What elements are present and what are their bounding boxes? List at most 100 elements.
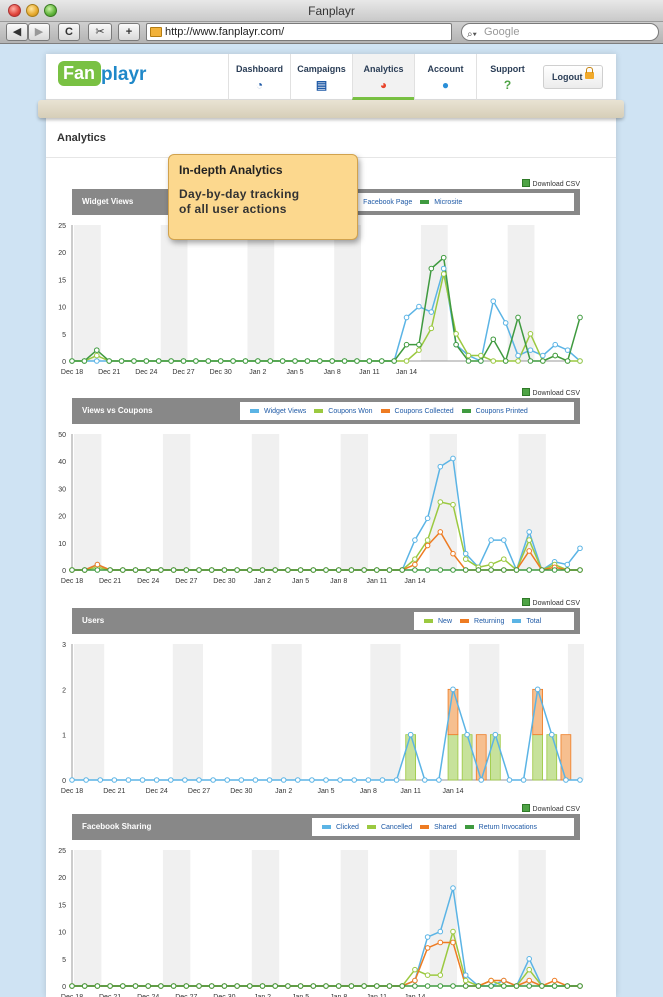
legend-item[interactable]: Return Invocations [464,824,537,831]
data-point [412,537,418,543]
legend-item[interactable]: Cancelled [366,824,412,831]
data-point [462,977,469,984]
legend-item[interactable]: Coupons Collected [380,408,454,415]
data-point [534,686,541,693]
close-window-icon[interactable] [8,4,21,17]
data-point [428,265,435,272]
data-point [539,983,545,989]
series-line [72,457,581,573]
data-point [297,983,304,989]
data-point [440,265,447,272]
legend-item[interactable]: Clicked [322,824,359,831]
reload-button[interactable]: C [58,23,80,41]
back-button[interactable]: ◀ [6,23,28,41]
data-point [208,983,215,989]
data-point [527,331,534,337]
data-point [453,341,459,348]
data-point [437,939,444,946]
weekend-band [74,644,105,780]
legend-swatch [512,619,522,623]
data-point [158,567,164,573]
x-tick-label: Dec 18 [61,369,83,376]
nav-account[interactable]: Account ● [414,54,476,100]
legend-item[interactable]: Coupons Won [314,408,373,415]
nav-dashboard[interactable]: Dashboard ◔ [228,54,290,100]
series-line [72,273,580,362]
data-point [366,358,373,364]
data-point [391,358,397,364]
data-point [143,358,150,364]
minimize-window-icon[interactable] [26,4,39,17]
x-tick-label: Dec 18 [61,578,83,585]
spreadsheet-icon [521,388,530,396]
download-csv-link[interactable]: Download CSV [521,179,580,188]
fanplayr-logo[interactable]: Fan playr [58,61,146,90]
data-point [526,956,533,962]
address-bar[interactable]: http://www.fanplayr.com/ [146,23,452,41]
data-point [365,777,372,783]
nav-campaigns[interactable]: Campaigns ▤ [290,54,352,100]
data-point [564,347,571,353]
nav-support[interactable]: Support? [476,54,538,100]
y-tick-label: 0 [62,359,66,366]
download-csv-link[interactable]: Download CSV [521,388,580,397]
data-point [450,501,456,508]
data-point [93,358,100,364]
weekend-band [247,225,275,361]
data-point [279,358,286,364]
download-csv-link[interactable]: Download CSV [521,598,580,607]
data-point [551,567,558,573]
data-point [424,537,431,543]
legend-item[interactable]: New [424,618,452,625]
weekend-band [162,850,191,986]
chart-plot: 0 5 10 15 20 25 Dec 18 Dec 21 Dec 24 Dec 27 Dec 30… [58,848,583,997]
download-csv-link[interactable]: Download CSV [521,804,580,813]
data-point [412,966,418,973]
data-point [234,983,240,989]
add-bookmark-button[interactable]: + [118,23,140,41]
data-point [69,983,75,989]
x-tick-label: Jan 14 [404,994,425,997]
x-tick-label: Jan 5 [286,369,303,376]
data-point [412,977,418,984]
logout-button[interactable]: Logout [543,65,603,89]
chart-facebook-sharing: Download CSV Facebook Sharing Clicked Cance… [46,804,616,997]
weekend-band [518,850,546,986]
legend-item[interactable]: Returning [460,618,504,625]
chart-title: Facebook Sharing [82,822,152,831]
data-point [386,983,393,989]
y-tick-label: 3 [62,642,66,649]
data-point [478,777,485,783]
data-point [513,567,520,573]
data-point [221,983,228,989]
legend-item[interactable]: Widget Views [250,408,306,415]
weekend-band [74,850,102,986]
data-point [97,777,104,783]
data-point [462,972,469,978]
data-point [465,358,472,364]
x-tick-label: Dec 21 [98,369,120,376]
legend-item[interactable]: Total [512,618,541,625]
data-point [399,983,406,989]
data-point [492,731,499,738]
data-point [238,777,245,783]
legend-item[interactable]: Shared [420,824,457,831]
legend-item[interactable]: Facebook Page [349,199,412,206]
legend-item[interactable]: Coupons Printed [461,408,528,415]
nav-analytics[interactable]: Analytics ◕ [352,54,414,100]
data-point [552,352,559,359]
data-point [255,358,261,364]
data-point [329,358,335,364]
screenshot-icon[interactable]: ✂ [88,23,112,41]
x-tick-label: Dec 18 [61,788,83,795]
zoom-window-icon[interactable] [44,4,57,17]
data-point [526,983,533,989]
data-point [437,463,444,470]
legend-item[interactable]: Microsite [420,199,462,206]
search-input[interactable]: ⌕▾ Google [461,23,659,41]
x-tick-label: Jan 8 [330,994,347,997]
legend-swatch [420,200,430,204]
forward-button[interactable]: ▶ [28,23,50,41]
data-point [259,567,266,573]
data-point [292,358,298,364]
